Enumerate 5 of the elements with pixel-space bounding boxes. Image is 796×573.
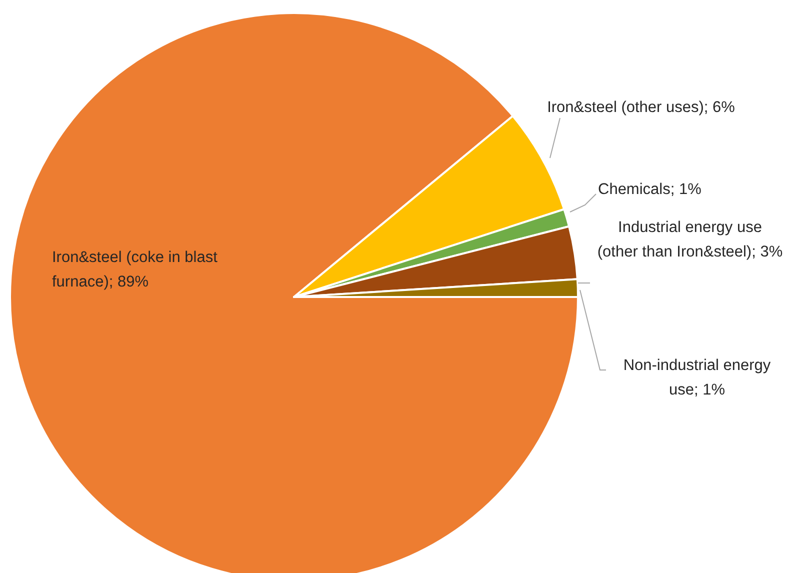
slice-label: Industrial energy use (other than Iron&steel); 3% [597,219,783,260]
slice-label: Iron&steel (other uses); 6% [547,99,736,116]
slice-label: Chemicals; 1% [598,181,702,198]
slice-label: Non-industrial energy use; 1% [623,357,771,398]
slice-label: Iron&steel (coke in blast furnace); 89% [52,249,218,290]
